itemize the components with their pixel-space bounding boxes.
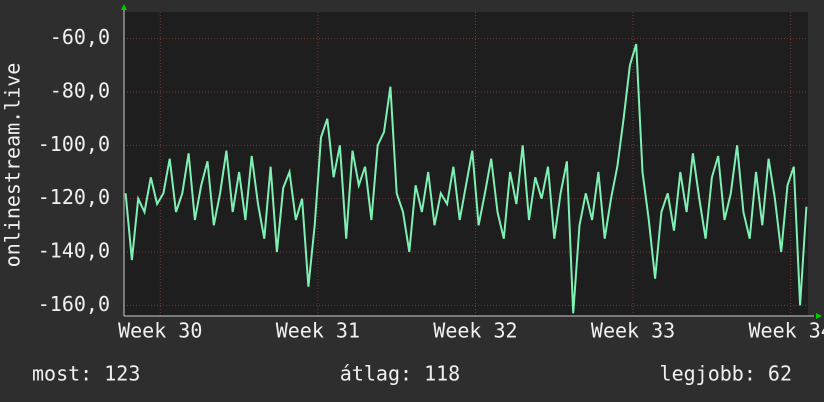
- stat-current: most: 123: [32, 362, 140, 386]
- y-axis-label: onlinestream.live: [1, 63, 25, 268]
- x-tick-label: Week 31: [276, 319, 360, 343]
- data-line: [124, 43, 808, 314]
- y-tick-label: -100,0: [38, 132, 110, 156]
- x-tick-label: Week 30: [118, 319, 202, 343]
- axis-arrow: [121, 4, 127, 10]
- x-tick-label: Week 33: [591, 319, 675, 343]
- stat-average: átlag: 118: [340, 362, 460, 386]
- plot-area: [124, 12, 808, 316]
- y-tick-label: -120,0: [38, 185, 110, 209]
- y-tick-label: -140,0: [38, 239, 110, 263]
- x-tick-label: Week 32: [433, 319, 517, 343]
- y-tick-label: -160,0: [38, 292, 110, 316]
- x-tick-label: Week 34: [749, 319, 824, 343]
- axis-arrow: [816, 313, 822, 319]
- y-tick-label: -60,0: [50, 25, 110, 49]
- y-tick-label: -80,0: [50, 79, 110, 103]
- stat-best: legjobb: 62: [660, 362, 792, 386]
